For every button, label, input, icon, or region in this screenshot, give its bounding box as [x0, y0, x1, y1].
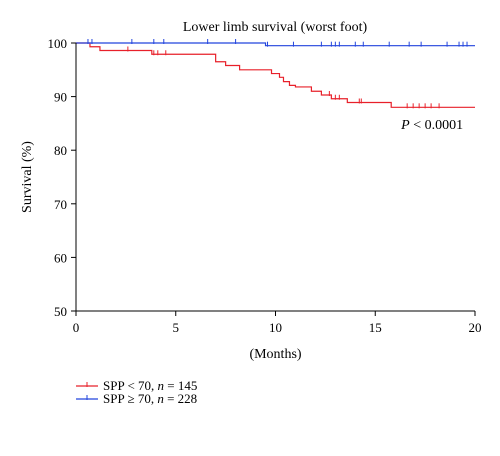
y-tick-label: 50: [54, 304, 67, 319]
x-tick-label: 5: [173, 320, 180, 335]
p-value-annotation: P < 0.0001: [400, 118, 463, 133]
legend-label-part: SPP < 70,: [103, 378, 158, 393]
y-axis-label: Survival (%): [20, 141, 35, 213]
x-tick-label: 15: [369, 320, 382, 335]
y-axis: 50 60 70 80 90 100: [48, 36, 77, 319]
series-0-line: [76, 42, 475, 108]
series-1-line: [76, 42, 475, 47]
plot-area: [76, 39, 475, 109]
legend-label-part: = 228: [164, 391, 197, 406]
chart-title: Lower limb survival (worst foot): [183, 20, 368, 35]
p-value-text: < 0.0001: [410, 118, 463, 133]
y-tick-label: 70: [54, 197, 67, 212]
legend-label-0: SPP < 70, n = 145: [103, 378, 197, 393]
legend-label-1: SPP ≥ 70, n = 228: [103, 391, 197, 406]
x-axis-label: (Months): [249, 347, 301, 362]
legend-label-part: n: [157, 391, 164, 406]
legend-label-part: = 145: [164, 378, 197, 393]
x-tick-label: 20: [469, 320, 482, 335]
x-tick-label: 10: [269, 320, 282, 335]
y-tick-label: 100: [48, 36, 68, 51]
y-tick-label: 90: [54, 90, 67, 105]
y-tick-label: 80: [54, 143, 67, 158]
x-tick-label: 0: [73, 320, 80, 335]
y-tick-label: 60: [54, 250, 67, 265]
legend-label-part: n: [158, 378, 165, 393]
legend-label-part: SPP ≥ 70,: [103, 391, 157, 406]
x-axis: 0 5 10 15 20: [73, 310, 482, 335]
p-value-symbol: P: [400, 118, 410, 133]
